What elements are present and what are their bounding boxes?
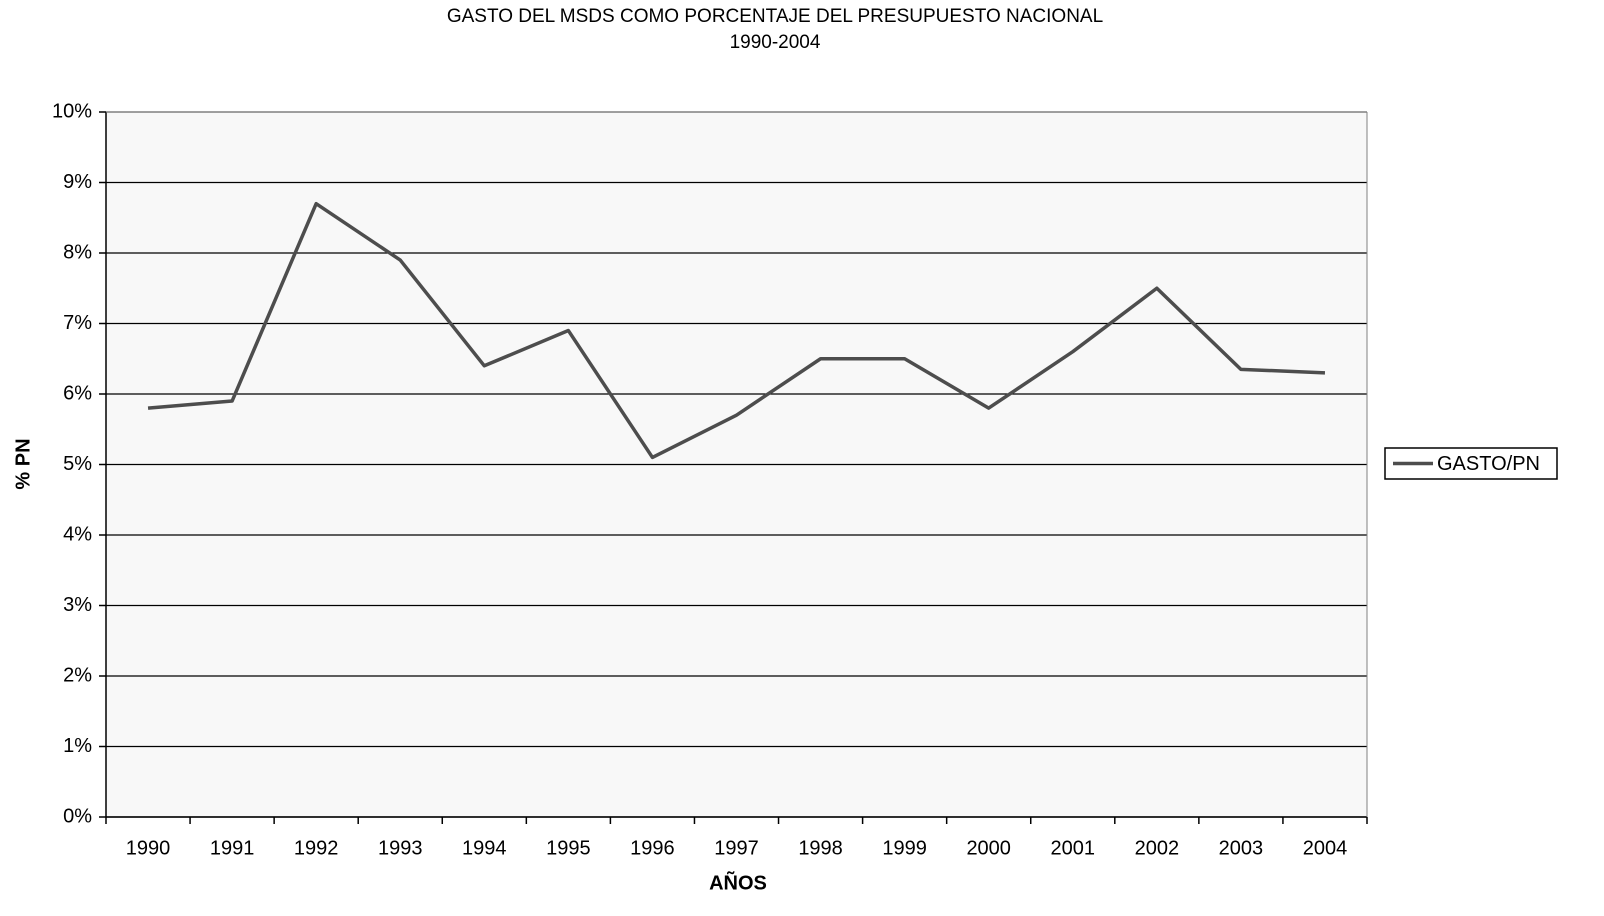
x-tick-label: 2002 [1135,837,1180,859]
x-tick-label: 1992 [294,837,339,859]
y-tick-label: 8% [63,241,92,263]
x-tick-label: 1996 [630,837,675,859]
x-tick-label: 1991 [210,837,255,859]
x-tick-label: 2001 [1051,837,1096,859]
x-tick-label: 1997 [714,837,759,859]
y-tick-label: 2% [63,664,92,686]
chart-title: GASTO DEL MSDS COMO PORCENTAJE DEL PRESU… [447,6,1103,27]
x-tick-label: 1999 [882,837,927,859]
x-tick-label: 1994 [462,837,507,859]
x-tick-label: 1993 [378,837,423,859]
y-axis-label: % PN [12,438,34,489]
x-tick-label: 2003 [1219,837,1264,859]
y-tick-label: 1% [63,735,92,757]
data-line [147,201,1326,460]
y-tick-label: 5% [63,453,92,475]
y-tick-label: 3% [63,594,92,616]
legend-label: GASTO/PN [1437,453,1540,475]
x-tick-label: 1995 [546,837,591,859]
chart-subtitle: 1990-2004 [730,32,821,53]
y-tick-label: 4% [63,523,92,545]
y-tick-label: 10% [52,100,92,122]
y-tick-label: 9% [63,171,92,193]
x-tick-label: 1990 [126,837,171,859]
x-tick-label: 2000 [966,837,1011,859]
y-tick-label: 0% [63,805,92,827]
x-tick-label: 1998 [798,837,843,859]
x-axis-label: AÑOS [709,871,767,894]
y-tick-label: 7% [63,312,92,334]
x-tick-label: 2004 [1303,837,1348,859]
y-tick-label: 6% [63,382,92,404]
